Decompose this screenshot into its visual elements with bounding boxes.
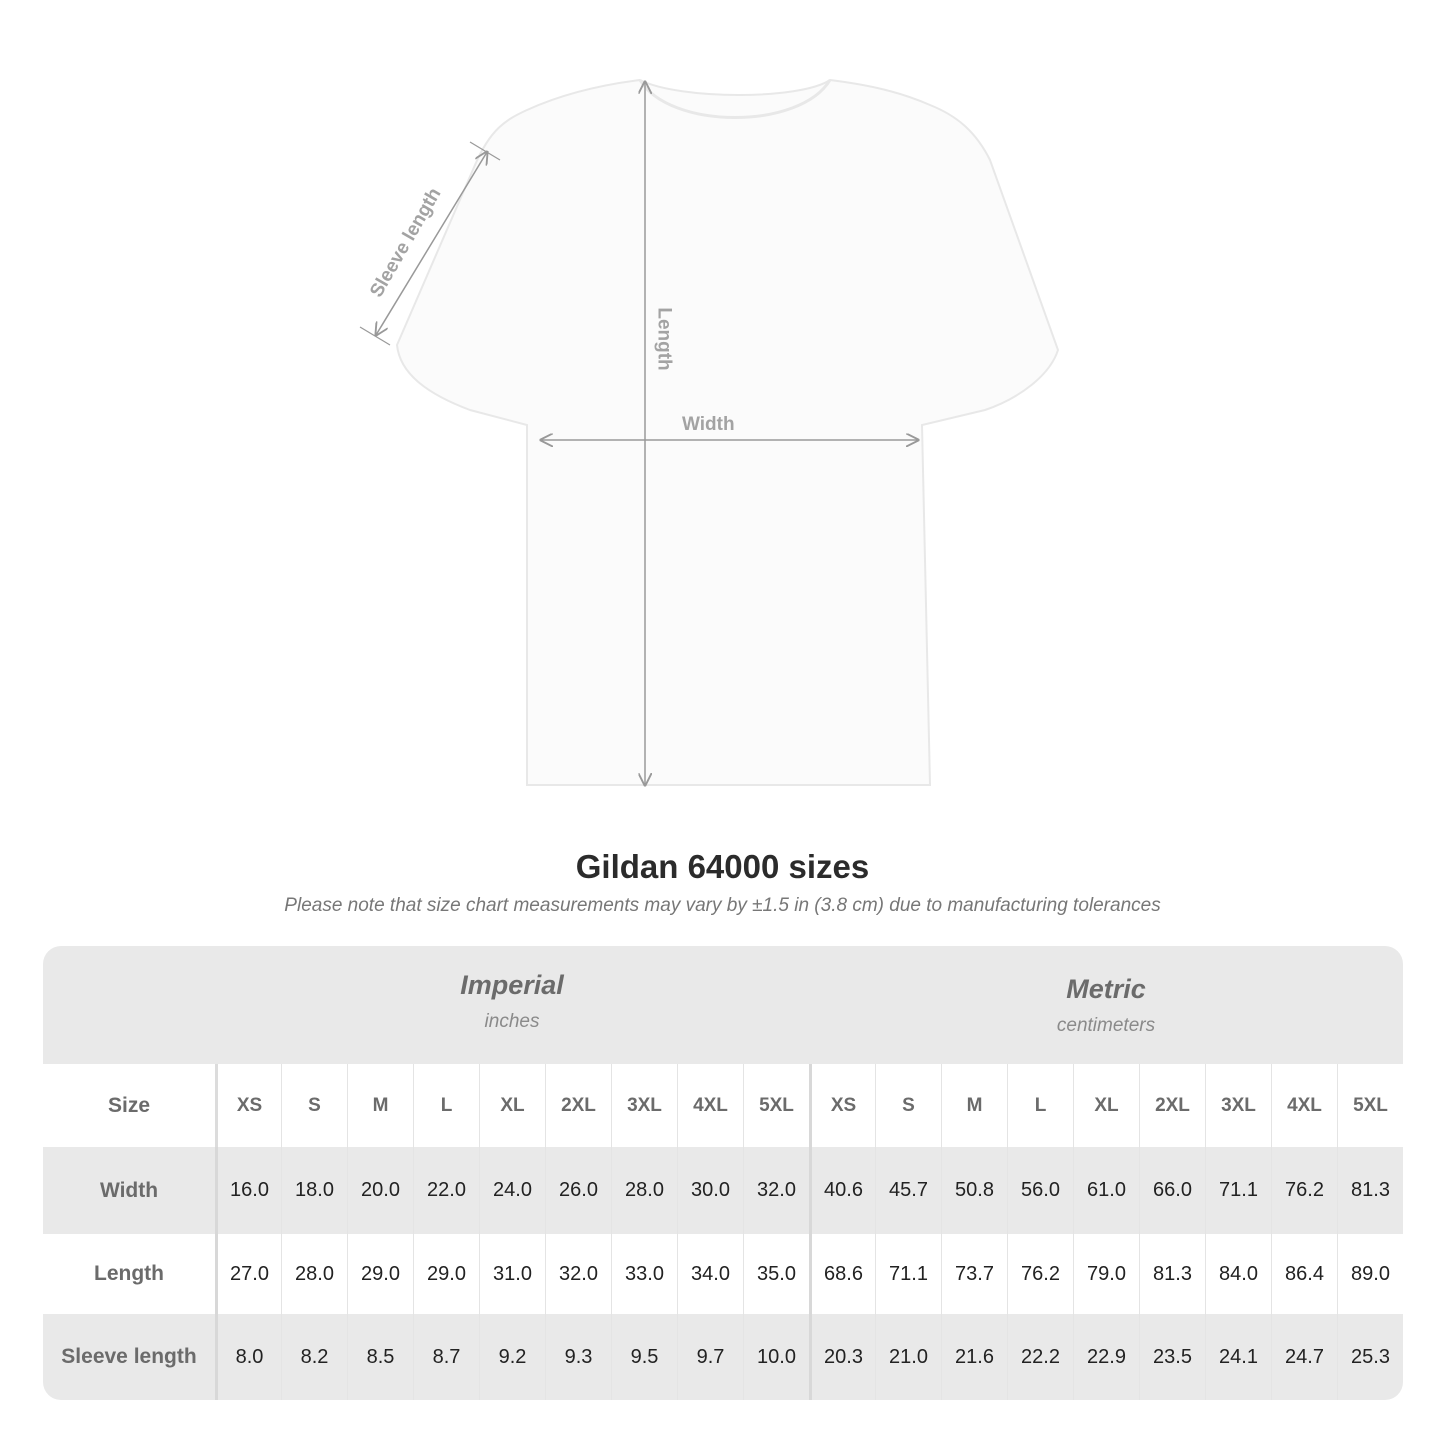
table-cell: 66.0 — [1139, 1147, 1205, 1234]
table-cell: 34.0 — [677, 1234, 743, 1314]
size-column-header: XS — [215, 1064, 281, 1147]
table-cell: 22.2 — [1007, 1314, 1073, 1400]
table-cell: 24.0 — [479, 1147, 545, 1234]
table-cell: 25.3 — [1337, 1314, 1403, 1400]
tshirt-diagram — [359, 78, 1060, 820]
size-column-header: S — [875, 1064, 941, 1147]
size-column-header: 2XL — [545, 1064, 611, 1147]
table-cell: 16.0 — [215, 1147, 281, 1234]
table-cell: 23.5 — [1139, 1314, 1205, 1400]
table-cell: 50.8 — [941, 1147, 1007, 1234]
table-cell: 45.7 — [875, 1147, 941, 1234]
table-cell: 76.2 — [1271, 1147, 1337, 1234]
table-cell: 9.2 — [479, 1314, 545, 1400]
collar — [638, 79, 832, 119]
table-cell: 8.5 — [347, 1314, 413, 1400]
size-column-header: XS — [809, 1064, 875, 1147]
table-cell: 81.3 — [1337, 1147, 1403, 1234]
table-cell: 81.3 — [1139, 1234, 1205, 1314]
table-cell: 26.0 — [545, 1147, 611, 1234]
table-cell: 9.7 — [677, 1314, 743, 1400]
table-cell: 27.0 — [215, 1234, 281, 1314]
table-cell: 79.0 — [1073, 1234, 1139, 1314]
width-label: Width — [682, 414, 735, 435]
table-cell: 20.3 — [809, 1314, 875, 1400]
table-cell: 86.4 — [1271, 1234, 1337, 1314]
size-column-header: S — [281, 1064, 347, 1147]
table-cell: 29.0 — [347, 1234, 413, 1314]
size-column-header: M — [941, 1064, 1007, 1147]
table-cell: 84.0 — [1205, 1234, 1271, 1314]
table-cell: 24.7 — [1271, 1314, 1337, 1400]
table-cell: 31.0 — [479, 1234, 545, 1314]
table-cell: 71.1 — [875, 1234, 941, 1314]
table-cell: 8.7 — [413, 1314, 479, 1400]
size-table: Imperial inches Metric centimeters Size X… — [43, 946, 1403, 1400]
table-cell: 35.0 — [743, 1234, 809, 1314]
table-cell: 68.6 — [809, 1234, 875, 1314]
page-title: Gildan 64000 sizes — [575, 848, 870, 885]
table-cell: 20.0 — [347, 1147, 413, 1234]
imperial-title: Imperial — [460, 970, 564, 1000]
table-cell: 30.0 — [677, 1147, 743, 1234]
table-cell: 21.0 — [875, 1314, 941, 1400]
table-cell: 22.9 — [1073, 1314, 1139, 1400]
table-cell: 40.6 — [809, 1147, 875, 1234]
table-cell: 10.0 — [743, 1314, 809, 1400]
metric-title: Metric — [1066, 974, 1146, 1004]
table-cell: 32.0 — [743, 1147, 809, 1234]
tolerance-note: Please note that size chart measurements… — [284, 895, 1161, 916]
table-cell: 8.2 — [281, 1314, 347, 1400]
table-cell: 71.1 — [1205, 1147, 1271, 1234]
metric-header: Metric centimeters — [809, 974, 1403, 1037]
size-column-header: 3XL — [1205, 1064, 1271, 1147]
table-cell: 28.0 — [281, 1234, 347, 1314]
size-column-header: 4XL — [677, 1064, 743, 1147]
table-cell: 8.0 — [215, 1314, 281, 1400]
table-cell: 22.0 — [413, 1147, 479, 1234]
row-label: Length — [94, 1262, 164, 1285]
table-cell: 61.0 — [1073, 1147, 1139, 1234]
size-column-header: 5XL — [743, 1064, 809, 1147]
size-column-header: 2XL — [1139, 1064, 1205, 1147]
table-cell: 89.0 — [1337, 1234, 1403, 1314]
table-cell: 32.0 — [545, 1234, 611, 1314]
size-column-header: 4XL — [1271, 1064, 1337, 1147]
table-cell: 76.2 — [1007, 1234, 1073, 1314]
size-column-header: XL — [479, 1064, 545, 1147]
sleeve-measure-line — [376, 152, 487, 335]
size-column-header: 5XL — [1337, 1064, 1403, 1147]
table-cell: 9.3 — [545, 1314, 611, 1400]
size-column-header: L — [1007, 1064, 1073, 1147]
imperial-header: Imperial inches — [215, 970, 809, 1033]
row-label: Sleeve length — [61, 1345, 197, 1368]
imperial-unit: inches — [484, 1011, 540, 1032]
size-column-header: XL — [1073, 1064, 1139, 1147]
metric-unit: centimeters — [1056, 1015, 1156, 1036]
size-column-header: M — [347, 1064, 413, 1147]
size-column-header: L — [413, 1064, 479, 1147]
table-cell: 18.0 — [281, 1147, 347, 1234]
table-cell: 9.5 — [611, 1314, 677, 1400]
table-cell: 28.0 — [611, 1147, 677, 1234]
table-cell: 56.0 — [1007, 1147, 1073, 1234]
size-column-header: 3XL — [611, 1064, 677, 1147]
table-cell: 73.7 — [941, 1234, 1007, 1314]
table-cell: 33.0 — [611, 1234, 677, 1314]
table-cell: 24.1 — [1205, 1314, 1271, 1400]
table-cell: 21.6 — [941, 1314, 1007, 1400]
size-header: Size — [107, 1093, 151, 1117]
table-cell: 29.0 — [413, 1234, 479, 1314]
row-label: Width — [99, 1178, 159, 1202]
length-label: Length — [653, 307, 675, 371]
